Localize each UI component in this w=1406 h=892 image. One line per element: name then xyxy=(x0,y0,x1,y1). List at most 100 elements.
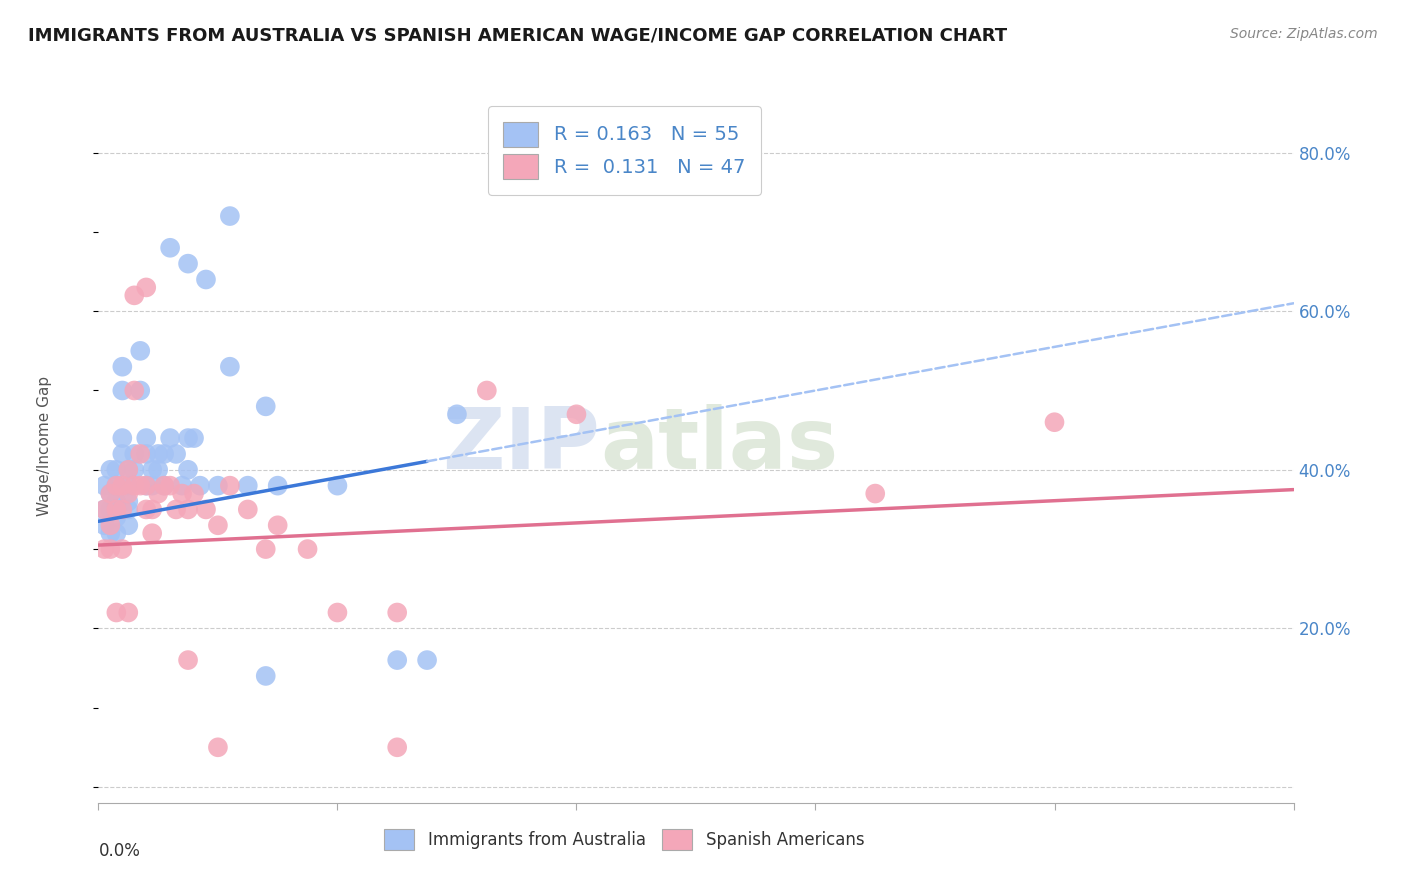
Point xyxy=(254,542,277,557)
Point xyxy=(98,463,122,477)
Point xyxy=(159,241,181,255)
Point xyxy=(111,447,134,461)
Point xyxy=(141,526,163,541)
Point xyxy=(111,384,134,398)
Point xyxy=(177,257,200,271)
Point xyxy=(117,606,139,620)
Point xyxy=(219,478,242,492)
Point xyxy=(254,669,277,683)
Point xyxy=(148,463,170,477)
Point xyxy=(105,494,128,508)
Point xyxy=(177,431,200,445)
Point xyxy=(385,740,409,755)
Point xyxy=(141,502,163,516)
Point xyxy=(105,502,128,516)
Point xyxy=(129,384,152,398)
Point xyxy=(475,384,498,398)
Point xyxy=(153,478,176,492)
Point xyxy=(195,272,218,286)
Point xyxy=(124,447,146,461)
Point xyxy=(93,542,115,557)
Point xyxy=(267,518,290,533)
Point xyxy=(93,502,115,516)
Point xyxy=(135,478,157,492)
Point xyxy=(153,447,176,461)
Point xyxy=(117,486,139,500)
Point xyxy=(105,510,128,524)
Point xyxy=(195,502,218,516)
Point xyxy=(124,478,146,492)
Point xyxy=(159,478,181,492)
Point xyxy=(1043,415,1066,429)
Point xyxy=(565,407,588,421)
Text: ZIP: ZIP xyxy=(443,404,600,488)
Point xyxy=(188,478,211,492)
Point xyxy=(326,606,349,620)
Point xyxy=(385,653,409,667)
Point xyxy=(111,502,134,516)
Point xyxy=(148,486,170,500)
Point xyxy=(93,518,115,533)
Point xyxy=(98,542,122,557)
Point xyxy=(416,653,439,667)
Point xyxy=(135,280,157,294)
Point xyxy=(117,518,139,533)
Point xyxy=(135,431,157,445)
Point xyxy=(135,478,157,492)
Point xyxy=(326,478,349,492)
Point xyxy=(172,478,194,492)
Point xyxy=(124,463,146,477)
Point xyxy=(165,447,187,461)
Point xyxy=(219,209,242,223)
Point xyxy=(207,518,229,533)
Point xyxy=(148,447,170,461)
Point xyxy=(111,359,134,374)
Point xyxy=(141,463,163,477)
Text: 0.0%: 0.0% xyxy=(98,842,141,860)
Point xyxy=(117,494,139,508)
Point xyxy=(236,478,259,492)
Point xyxy=(98,518,122,533)
Point xyxy=(129,343,152,358)
Point xyxy=(105,526,128,541)
Point xyxy=(385,606,409,620)
Point xyxy=(207,740,229,755)
Point xyxy=(207,478,229,492)
Text: Wage/Income Gap: Wage/Income Gap xyxy=(37,376,52,516)
Point xyxy=(159,431,181,445)
Point xyxy=(236,502,259,516)
Point xyxy=(177,463,200,477)
Point xyxy=(129,447,152,461)
Point xyxy=(117,478,139,492)
Point xyxy=(105,606,128,620)
Point xyxy=(93,478,115,492)
Point xyxy=(129,478,152,492)
Point xyxy=(177,502,200,516)
Point xyxy=(93,502,115,516)
Point xyxy=(183,486,205,500)
Point xyxy=(183,431,205,445)
Text: atlas: atlas xyxy=(600,404,838,488)
Point xyxy=(177,653,200,667)
Point xyxy=(111,478,134,492)
Point xyxy=(124,384,146,398)
Point xyxy=(135,502,157,516)
Point xyxy=(135,447,157,461)
Point xyxy=(111,431,134,445)
Point xyxy=(98,502,122,516)
Point xyxy=(105,478,128,492)
Point xyxy=(98,526,122,541)
Point xyxy=(153,478,176,492)
Point xyxy=(865,486,887,500)
Point xyxy=(172,486,194,500)
Point xyxy=(297,542,319,557)
Point xyxy=(98,486,122,500)
Point xyxy=(105,478,128,492)
Point xyxy=(141,478,163,492)
Point xyxy=(98,486,122,500)
Text: Source: ZipAtlas.com: Source: ZipAtlas.com xyxy=(1230,27,1378,41)
Legend: Immigrants from Australia, Spanish Americans: Immigrants from Australia, Spanish Ameri… xyxy=(375,821,873,859)
Text: IMMIGRANTS FROM AUSTRALIA VS SPANISH AMERICAN WAGE/INCOME GAP CORRELATION CHART: IMMIGRANTS FROM AUSTRALIA VS SPANISH AME… xyxy=(28,27,1007,45)
Point xyxy=(117,502,139,516)
Point xyxy=(105,463,128,477)
